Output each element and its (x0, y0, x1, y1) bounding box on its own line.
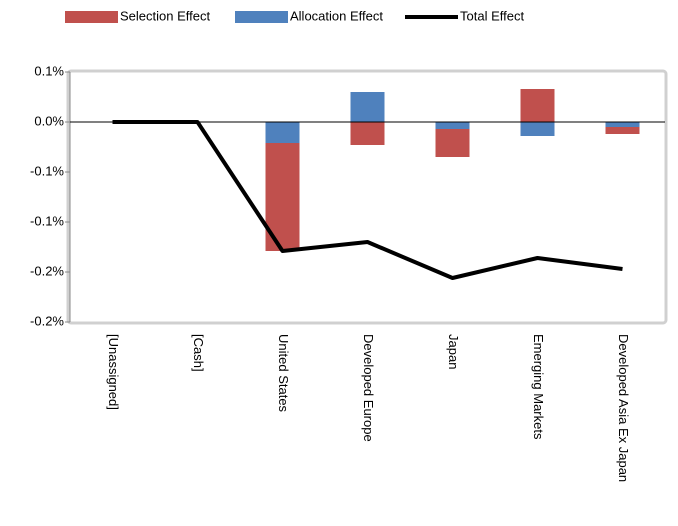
y-tick-label: -0.1% (30, 163, 64, 178)
legend-label: Selection Effect (120, 8, 210, 23)
plot-frame (66, 69, 668, 325)
legend-label: Total Effect (460, 8, 524, 23)
y-tick-label: -0.2% (30, 263, 64, 278)
x-tick-label: United States (276, 334, 291, 413)
x-tick-label: [Cash] (191, 334, 206, 372)
bar (435, 122, 470, 129)
bar (520, 122, 555, 136)
x-tick-label: Japan (446, 334, 461, 369)
legend-label: Allocation Effect (290, 8, 383, 23)
x-tick-label: Developed Europe (361, 334, 376, 442)
bar (350, 122, 385, 145)
y-tick-label: -0.2% (30, 313, 64, 328)
legend-swatch (65, 11, 118, 23)
bar (605, 122, 640, 127)
x-tick-label: Developed Asia Ex Japan (616, 334, 631, 482)
bar (350, 92, 385, 122)
bar (435, 129, 470, 157)
bar (605, 127, 640, 134)
y-tick-label: -0.1% (30, 213, 64, 228)
legend-swatch (235, 11, 288, 23)
y-tick-label: 0.0% (34, 113, 64, 128)
bar (520, 89, 555, 122)
line (112, 120, 623, 280)
x-tick-label: [Unassigned] (106, 334, 121, 410)
y-tick-label: 0.1% (34, 63, 64, 78)
bar (265, 122, 300, 143)
x-tick-label: Emerging Markets (531, 334, 546, 440)
